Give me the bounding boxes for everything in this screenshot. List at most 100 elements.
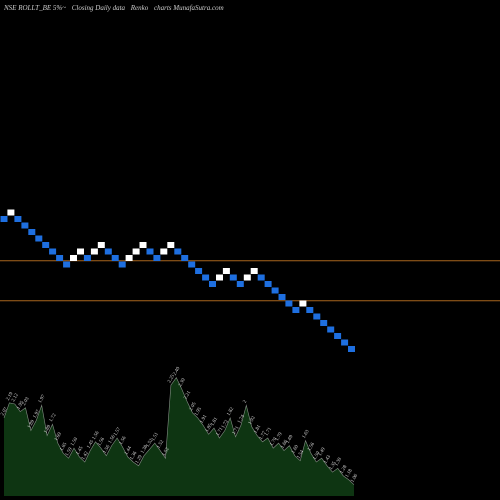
volume-label: 1.18 <box>345 468 354 479</box>
renko-brick-up <box>77 248 84 255</box>
renko-brick-up <box>160 248 168 255</box>
volume-label: 1.44 <box>124 445 133 456</box>
volume-label: 2.21 <box>183 390 192 401</box>
renko-brick-down <box>257 274 265 281</box>
renko-brick-down <box>334 333 342 339</box>
renko-brick-down <box>188 261 196 268</box>
volume-label: 1.35 <box>329 461 338 472</box>
renko-brick-down <box>195 268 203 274</box>
renko-brick-down <box>229 274 237 281</box>
volume-label: 1.56 <box>97 437 106 448</box>
renko-brick-down <box>56 255 64 261</box>
renko-brick-down <box>28 229 36 235</box>
volume-label: 1.56 <box>108 434 117 445</box>
volume-label: 1.29 <box>135 454 144 465</box>
volume-label: 1.85 <box>205 423 214 434</box>
renko-brick-down <box>313 313 321 320</box>
volume-label: 1.69 <box>54 432 63 443</box>
renko-brick-down <box>264 281 272 287</box>
volume-label: 1.71 <box>232 425 241 436</box>
volume-label: 1.70 <box>270 437 279 448</box>
volume-label: 1.57 <box>113 427 122 438</box>
volume-label: 1.59 <box>65 447 74 458</box>
renko-brick-up <box>243 274 251 281</box>
renko-brick-up <box>125 255 133 261</box>
volume-label: 1.60 <box>291 444 300 455</box>
renko-brick-down <box>104 248 112 255</box>
renko-brick-down <box>202 274 210 281</box>
renko-brick-up <box>222 268 230 274</box>
volume-label: 1.72 <box>221 419 230 430</box>
volume-label: 1.66 <box>280 439 289 450</box>
volume-labels: 2.072.192.121.952.031.891.971.971.891.72… <box>0 366 359 484</box>
renko-brick-down <box>236 281 244 287</box>
volume-label: 1.38 <box>140 444 149 455</box>
volume-label: 1.95 <box>17 400 26 411</box>
volume-label: 1.72 <box>49 413 58 424</box>
volume-label: 1.91 <box>200 414 209 425</box>
volume-label: 2.25 <box>167 374 176 385</box>
renko-brick-down <box>63 261 71 268</box>
volume-label: 1.56 <box>103 444 112 455</box>
description-label: Closing Daily data <box>71 4 126 12</box>
renko-brick-down <box>306 307 314 313</box>
volume-label: 1.65 <box>60 442 69 453</box>
volume-label: 1.81 <box>253 424 262 435</box>
renko-brick-up <box>97 242 105 248</box>
volume-label: 1.82 <box>227 406 236 417</box>
renko-brick-down <box>278 294 286 300</box>
chart-kind-label: Renko <box>130 4 149 12</box>
renko-brick-down <box>118 261 126 268</box>
volume-label: 1.69 <box>286 434 295 445</box>
volume-fill <box>4 377 354 496</box>
volume-label: 2.05 <box>189 401 198 412</box>
renko-brick-down <box>181 255 189 261</box>
volume-label: 2.40 <box>173 366 182 377</box>
renko-brick-up <box>90 248 98 255</box>
renko-brick-down <box>271 287 279 294</box>
volume-label: 1.50 <box>70 437 79 448</box>
renko-brick-down <box>49 248 57 255</box>
renko-brick-up <box>167 242 175 248</box>
renko-brick-up <box>70 255 77 261</box>
volume-label: 1.89 <box>43 424 52 435</box>
volume-label: 1.50 <box>313 450 322 461</box>
volume-label: 1.74 <box>237 414 246 425</box>
renko-brick-down <box>174 248 182 255</box>
volume-label: 1.52 <box>162 447 171 458</box>
volume-label: 2.03 <box>22 396 31 407</box>
volume-label: 2.07 <box>0 406 9 417</box>
volume-label: 1.49 <box>318 447 327 458</box>
source-label: charts MunafaSutra.com <box>154 4 224 12</box>
volume-label: 2.12 <box>11 393 20 404</box>
renko-brick-down <box>83 255 91 261</box>
volume-label: 1.89 <box>27 419 36 430</box>
volume-label: 2.19 <box>6 391 15 402</box>
volume-label: 1.52 <box>157 439 166 450</box>
renko-brick-up <box>7 209 15 216</box>
renko-brick-down <box>42 242 50 248</box>
renko-brick-down <box>320 320 328 326</box>
chart-header: NSE ROLLT_BE 5%~ Closing Daily data Renk… <box>4 4 228 12</box>
volume-label: 1.63 <box>302 429 311 440</box>
volume-label: 1.56 <box>307 442 316 453</box>
volume-label: 1.56 <box>92 430 101 441</box>
volume-label: 1.54 <box>297 449 306 460</box>
renko-brick-down <box>327 326 335 333</box>
renko-brick-down <box>153 255 161 261</box>
volume-label: 1.56 <box>119 435 128 446</box>
renko-brick-up <box>216 274 223 281</box>
renko-brick-down <box>209 281 216 287</box>
volume-label: 1.42 <box>81 450 90 461</box>
renko-brick-down <box>146 248 154 255</box>
volume-label: 1.95 <box>194 406 203 417</box>
renko-brick-up <box>139 242 147 248</box>
renko-brick-up <box>250 268 258 274</box>
renko-brick-down <box>285 300 293 307</box>
volume-label: 2 <box>243 399 249 404</box>
renko-brick-down <box>14 216 22 222</box>
volume-label: 1.81 <box>210 416 219 427</box>
renko-brick-down <box>341 339 349 346</box>
volume-label: 1.77 <box>259 430 268 441</box>
volume-label: 1.43 <box>323 454 332 465</box>
